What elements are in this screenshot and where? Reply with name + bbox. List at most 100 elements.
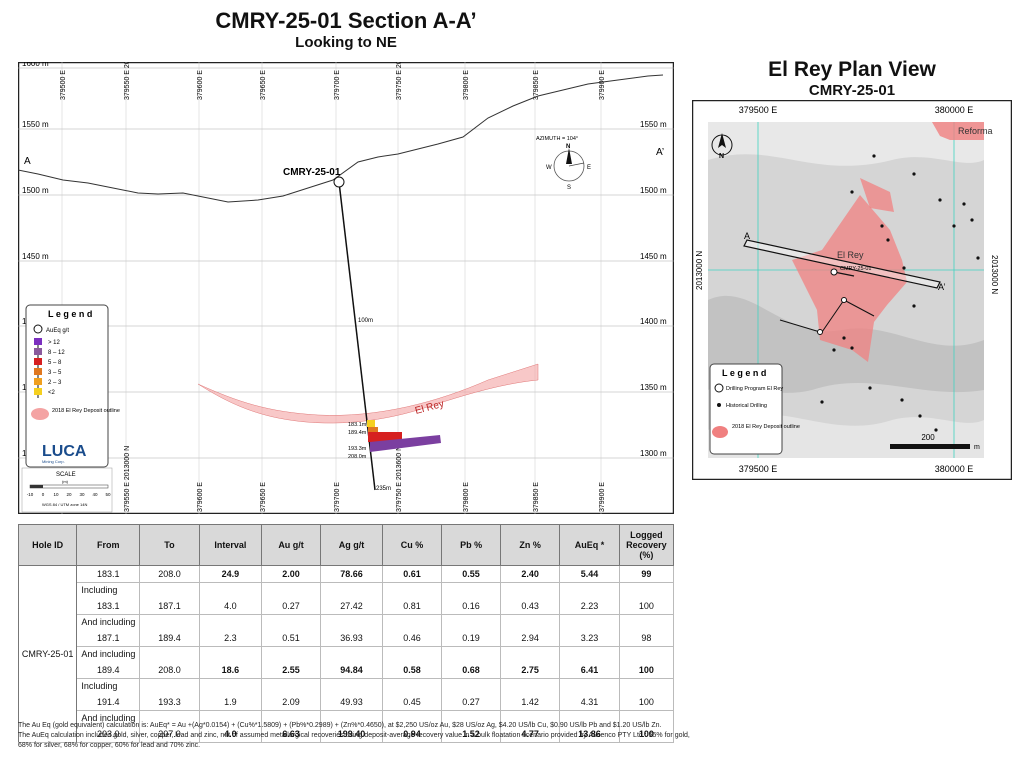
elev-label-right: 1550 m xyxy=(640,120,667,129)
easting-label-top: 379750 E 2013600 N xyxy=(396,62,403,100)
empty-cell xyxy=(618,614,675,630)
section-frame xyxy=(18,62,674,514)
empty-cell xyxy=(618,678,675,694)
empty-cell xyxy=(261,582,322,598)
table-cell: 189.4 xyxy=(139,630,200,647)
table-cell: 0.45 xyxy=(381,694,443,711)
table-cell: 189.4 xyxy=(76,662,141,679)
compass-n: N xyxy=(566,144,570,150)
section-scale: SCALE (m) -10 0 10 20 30 40 50 WGS 84 / UTM zo… xyxy=(21,467,113,513)
legend-grade-swatch xyxy=(34,368,42,375)
compass-s: S xyxy=(567,185,571,191)
topography-profile xyxy=(18,74,664,203)
table-cell: 208.0 xyxy=(139,565,200,583)
table-cell: 0.51 xyxy=(261,630,322,647)
elev-label-right: 1350 m xyxy=(640,383,667,392)
legend-grade-label: 5 – 8 xyxy=(48,360,62,366)
table-cell: 0.16 xyxy=(441,598,502,615)
plan-deposit-outline xyxy=(792,195,907,362)
table-cell: 193.3 xyxy=(139,694,200,711)
plan-coord-top-2: 380000 E xyxy=(935,105,974,115)
assay-bar-mid xyxy=(368,427,378,432)
scale-tick-label: 20 xyxy=(66,492,72,497)
empty-cell xyxy=(139,678,200,694)
intercept-label-4: 208.0m xyxy=(348,454,367,460)
easting-label-top: 379700 E xyxy=(334,70,341,100)
table-row: 189.4 208.0 18.6 2.55 94.84 0.58 0.68 2.75 6.41 1… xyxy=(19,662,675,679)
table-cell: 2.94 xyxy=(500,630,561,647)
empty-cell xyxy=(261,614,322,630)
table-cell: 6.41 xyxy=(559,662,620,679)
empty-cell xyxy=(618,646,675,662)
easting-label-bottom: 379600 E xyxy=(197,482,204,512)
easting-labels: 379500 E 379550 E 2013000 N 379600 E 379650… xyxy=(60,62,606,512)
scale-tick-label: 0 xyxy=(42,492,45,497)
plan-collar-3 xyxy=(817,329,823,335)
scale-tick-label: 50 xyxy=(105,492,111,497)
elev-label-left: 1550 m xyxy=(22,120,49,129)
empty-cell xyxy=(198,614,263,630)
legend-grade-label: 8 – 12 xyxy=(48,350,65,356)
azimuth-label: AZIMUTH = 104° xyxy=(536,136,578,142)
table-cell: 183.1 xyxy=(76,598,141,615)
easting-label-bottom: 379850 E xyxy=(533,482,540,512)
intercept-label-2: 189.4m xyxy=(348,430,367,436)
table-cell: 0.55 xyxy=(441,565,502,583)
hole-label: CMRY-25-01 xyxy=(283,167,341,178)
table-label-row: Including xyxy=(19,678,675,694)
intercept-label-3: 193.3m xyxy=(348,446,367,452)
plan-drill-trace-2 xyxy=(843,299,875,317)
table-cell: 2.00 xyxy=(261,565,322,583)
legend-grade-items: > 12 8 – 12 5 – 8 3 – 5 2 – 3 <2 xyxy=(34,338,65,398)
empty-cell xyxy=(500,582,561,598)
plan-collar-2 xyxy=(841,297,847,303)
legend-grade-label: 3 – 5 xyxy=(48,370,62,376)
empty-cell xyxy=(320,678,383,694)
empty-cell xyxy=(441,582,502,598)
plan-legend-title: L e g e n d xyxy=(722,368,766,378)
compass-w: W xyxy=(546,165,552,171)
table-cell: 1.9 xyxy=(198,694,263,711)
table-cell: 6.63 xyxy=(261,726,322,743)
empty-cell xyxy=(381,678,443,694)
table-cell: 4.0 xyxy=(198,598,263,615)
empty-cell xyxy=(320,614,383,630)
scale-title: SCALE xyxy=(56,472,76,478)
plan-legend-drilling: Drilling Program El Rey xyxy=(726,386,783,392)
empty-cell xyxy=(618,582,675,598)
row-label: Including xyxy=(76,582,141,598)
table-row: 183.1 187.1 4.0 0.27 27.42 0.81 0.16 0.43 2.23 10… xyxy=(19,598,675,615)
table-cell: 208.0 xyxy=(139,662,200,679)
elev-label-right: 1500 m xyxy=(640,186,667,195)
table-cell: 0.81 xyxy=(381,598,443,615)
table-cell: 0.68 xyxy=(441,662,502,679)
legend-grade-label: > 12 xyxy=(48,340,61,346)
section-title: CMRY-25-01 Section A-A’ xyxy=(215,8,477,33)
th-from: From xyxy=(76,524,141,566)
row-label: And including xyxy=(76,614,141,630)
legend-grade-swatch xyxy=(34,378,42,385)
easting-label-bottom: 379550 E 2013000 N xyxy=(124,446,131,512)
plan-view: Reforma A A’ El Rey CMRY-25-01 N 379500 … xyxy=(692,100,1012,480)
historical-drill-points xyxy=(820,154,980,432)
table-cell: 2.3 xyxy=(198,630,263,647)
table-row: 187.1 189.4 2.3 0.51 36.93 0.46 0.19 2.94 3.23 98 xyxy=(19,630,675,647)
drill-collar xyxy=(333,176,345,188)
section-corridor xyxy=(743,239,941,289)
legend-collar-symbol xyxy=(33,324,43,334)
table-cell: 0.27 xyxy=(441,694,502,711)
legend-aueq: AuEq g/t xyxy=(46,328,69,334)
scale-tick-label: 40 xyxy=(92,492,98,497)
empty-cell xyxy=(198,582,263,598)
easting-label-top: 379550 E 2013000 N xyxy=(124,62,131,100)
elevation-gridlines xyxy=(18,67,674,459)
table-cell: 36.93 xyxy=(320,630,383,647)
empty-cell xyxy=(139,646,200,662)
footnote-1: The Au Eq (gold equivalent) calculation … xyxy=(18,722,662,729)
table-cell: 18.6 xyxy=(198,662,263,679)
table-cell: 0.61 xyxy=(381,565,443,583)
empty-cell xyxy=(441,646,502,662)
plan-scale-unit: m xyxy=(974,444,980,451)
section-label-a-prime: A’ xyxy=(656,147,664,158)
empty-cell xyxy=(261,710,322,726)
